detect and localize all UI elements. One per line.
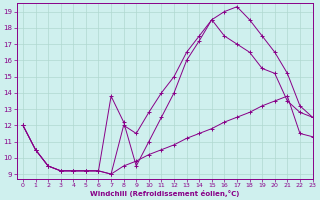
X-axis label: Windchill (Refroidissement éolien,°C): Windchill (Refroidissement éolien,°C): [90, 190, 239, 197]
